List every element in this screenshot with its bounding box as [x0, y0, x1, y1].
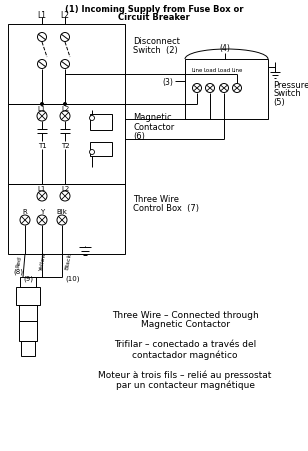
Text: (1) Incoming Supply from Fuse Box or: (1) Incoming Supply from Fuse Box or	[65, 5, 243, 14]
Text: Three Wire – Connected through: Three Wire – Connected through	[111, 310, 258, 319]
Text: Blk: Blk	[57, 208, 67, 215]
Text: Pressure: Pressure	[273, 80, 308, 89]
Text: Disconnect: Disconnect	[133, 37, 180, 46]
Bar	[8, 25, 125, 105]
Circle shape	[63, 103, 67, 107]
Text: L1: L1	[38, 186, 46, 192]
Bar	[20, 277, 36, 287]
Text: Black: Black	[64, 252, 72, 269]
Circle shape	[90, 150, 95, 155]
Text: Trifilar – conectado a través del: Trifilar – conectado a través del	[114, 340, 256, 349]
Circle shape	[57, 216, 67, 226]
Circle shape	[233, 84, 241, 93]
Text: Yellow: Yellow	[39, 250, 47, 271]
Bar	[19, 321, 37, 341]
Text: T1: T1	[38, 143, 47, 149]
Circle shape	[192, 84, 201, 93]
Circle shape	[60, 112, 70, 122]
Text: (9): (9)	[23, 275, 33, 281]
Circle shape	[37, 112, 47, 122]
Text: (10): (10)	[65, 275, 79, 281]
Text: (6): (6)	[133, 131, 145, 140]
Bar	[8, 105, 125, 184]
Text: (8): (8)	[13, 268, 23, 275]
Text: Control Box  (7): Control Box (7)	[133, 204, 199, 213]
Circle shape	[40, 103, 44, 107]
Bar	[90, 115, 112, 131]
Text: Switch: Switch	[273, 89, 301, 98]
Text: Load: Load	[203, 69, 217, 74]
Text: L2: L2	[60, 10, 70, 19]
Text: Switch  (2): Switch (2)	[133, 46, 178, 55]
Text: Y: Y	[40, 208, 44, 215]
Text: L2: L2	[61, 186, 69, 192]
Text: L1: L1	[38, 106, 46, 112]
Circle shape	[90, 116, 95, 121]
Circle shape	[38, 33, 47, 42]
Circle shape	[20, 216, 30, 226]
Text: Red: Red	[15, 255, 22, 268]
Circle shape	[205, 84, 214, 93]
Bar	[19, 305, 37, 321]
Text: Magnetic: Magnetic	[133, 113, 172, 122]
Text: R: R	[22, 208, 27, 215]
Bar	[21, 341, 35, 356]
Text: Line: Line	[231, 69, 243, 74]
Text: par un contacteur magnétique: par un contacteur magnétique	[116, 379, 254, 389]
Circle shape	[220, 84, 229, 93]
Text: Contactor: Contactor	[133, 122, 174, 131]
Text: contactador magnético: contactador magnético	[132, 350, 238, 359]
Circle shape	[60, 192, 70, 202]
Text: (4): (4)	[220, 43, 230, 52]
Circle shape	[37, 192, 47, 202]
Text: L2: L2	[61, 106, 69, 112]
Circle shape	[37, 216, 47, 226]
Text: (3): (3)	[162, 77, 173, 86]
Circle shape	[38, 60, 47, 69]
Bar	[90, 143, 112, 156]
Bar	[185, 60, 268, 120]
Text: T2: T2	[61, 143, 69, 149]
Text: L1: L1	[38, 10, 47, 19]
Bar	[16, 287, 40, 305]
Text: Three Wire: Three Wire	[133, 195, 179, 204]
Text: Load: Load	[217, 69, 231, 74]
Circle shape	[60, 33, 70, 42]
Bar	[8, 184, 125, 254]
Text: (5): (5)	[273, 98, 285, 107]
Text: Circuit Breaker: Circuit Breaker	[118, 14, 190, 23]
Text: Magnetic Contactor: Magnetic Contactor	[140, 320, 229, 329]
Circle shape	[60, 60, 70, 69]
Text: Moteur à trois fils – relié au pressostat: Moteur à trois fils – relié au pressosta…	[98, 369, 272, 379]
Text: Line: Line	[191, 69, 203, 74]
